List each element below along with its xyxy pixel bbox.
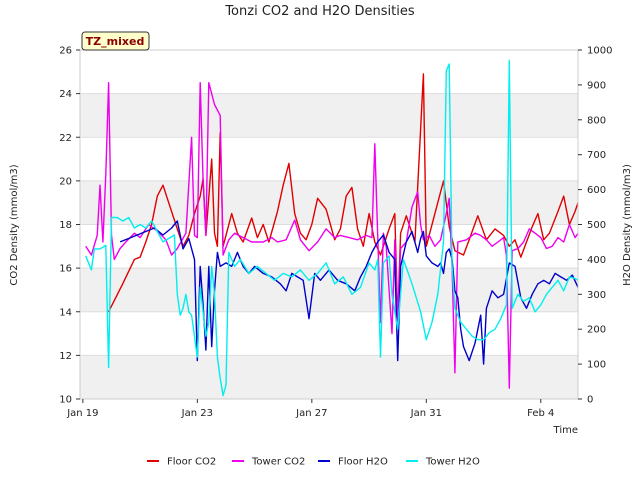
y-left-tick-label: 22 [59, 133, 72, 144]
badge: TZ_mixed [81, 31, 150, 51]
badge-label: TZ_mixed [86, 35, 145, 48]
x-tick-label: Jan 27 [295, 408, 327, 419]
y-left-tick-label: 12 [59, 351, 72, 362]
chart-title: Tonzi CO2 and H2O Densities [224, 4, 415, 19]
ticks-layer: Jan 19 Jan 23 Jan 27 Jan 31 Feb 4 10 12 14 16 18 2… [59, 46, 612, 420]
y-right-tick-label: 700 [587, 150, 606, 161]
y-right-tick-label: 600 [587, 185, 606, 196]
y-left-tick-label: 10 [59, 395, 72, 406]
y-axis-left-label: CO2 Density (mmol/m3) [9, 164, 20, 285]
y-right-tick-label: 500 [587, 220, 606, 231]
y-right-tick-label: 800 [587, 115, 606, 126]
x-axis-label: Time [553, 425, 578, 436]
legend-label: Tower H2O [425, 457, 480, 468]
y-right-tick-label: 100 [587, 360, 606, 371]
y-left-tick-label: 14 [59, 307, 72, 318]
series-line-tower-co2 [85, 82, 579, 389]
band [80, 355, 578, 399]
y-right-tick-label: 400 [587, 255, 606, 266]
y-right-tick-label: 200 [587, 325, 606, 336]
y-left-tick-label: 24 [59, 89, 72, 100]
x-tick-label: Jan 31 [410, 408, 442, 419]
y-left-tick-label: 18 [59, 220, 72, 231]
series-line-floor-h2o [119, 220, 579, 365]
background-bands [80, 49, 578, 400]
legend-label: Floor H2O [338, 457, 388, 468]
y-right-tick-label: 300 [587, 290, 606, 301]
x-tick-label: Jan 23 [181, 408, 213, 419]
y-axis-right-label: H2O Density (mmol/m3) [622, 164, 633, 286]
series-layer [85, 59, 579, 397]
x-tick-label: Jan 19 [66, 408, 98, 419]
legend: Floor CO2 Tower CO2 Floor H2O Tower H2O [147, 457, 480, 468]
y-right-tick-label: 1000 [587, 46, 612, 57]
x-tick-label: Feb 4 [527, 408, 554, 419]
y-left-tick-label: 20 [59, 176, 72, 187]
band [80, 268, 578, 312]
legend-label: Floor CO2 [167, 457, 216, 468]
band [80, 93, 578, 138]
badge-box [81, 31, 150, 51]
y-left-tick-label: 26 [59, 46, 72, 57]
series-line-tower-h2o [85, 59, 579, 397]
y-left-tick-label: 16 [59, 264, 72, 275]
y-right-tick-label: 0 [587, 395, 593, 406]
y-right-tick-label: 900 [587, 80, 606, 91]
legend-label: Tower CO2 [251, 457, 305, 468]
